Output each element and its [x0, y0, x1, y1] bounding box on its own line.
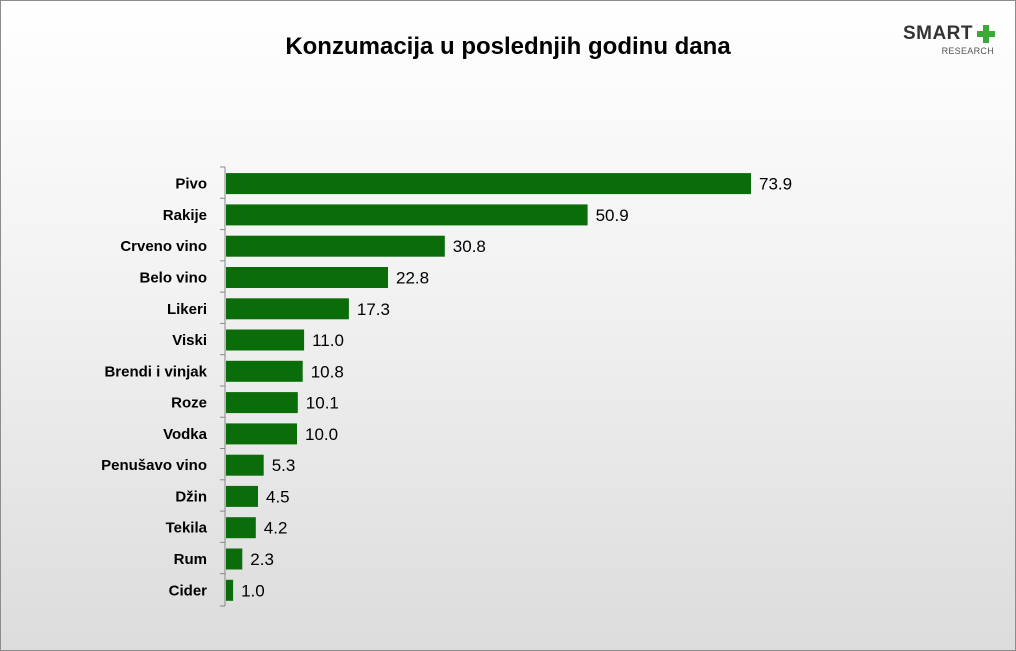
plus-icon: [977, 25, 995, 43]
category-label: Crveno vino: [120, 238, 207, 255]
bar: [226, 423, 297, 445]
bar: [226, 454, 264, 476]
logo-subtitle: RESEARCH: [941, 46, 994, 56]
bar: [226, 329, 305, 351]
data-label: 22.8: [396, 269, 429, 288]
bar: [226, 548, 243, 570]
category-label: Rakije: [163, 207, 207, 224]
category-label: Tekila: [166, 520, 208, 537]
bar: [226, 517, 256, 539]
bar: [226, 392, 298, 414]
data-label: 17.3: [357, 300, 390, 319]
bar: [226, 360, 303, 382]
bar: [226, 267, 388, 288]
category-label: Likeri: [167, 301, 207, 318]
data-label: 73.9: [759, 175, 792, 194]
data-label: 1.0: [241, 581, 265, 600]
category-label: Viski: [172, 332, 207, 349]
data-label: 10.0: [305, 425, 338, 444]
category-label: Brendi i vinjak: [104, 363, 207, 380]
bar: [226, 204, 588, 226]
bar: [226, 298, 349, 320]
bar: [226, 235, 445, 257]
data-label: 11.0: [312, 331, 344, 350]
bar: [226, 485, 258, 507]
data-label: 30.8: [453, 237, 486, 256]
category-label: Roze: [171, 395, 207, 412]
category-label: Cider: [169, 582, 208, 599]
bar: [226, 173, 751, 195]
bar: [226, 579, 234, 601]
data-label: 50.9: [596, 206, 629, 225]
data-label: 4.2: [264, 519, 288, 538]
chart-title: Konzumacija u poslednjih godinu dana: [285, 33, 731, 60]
category-label: Pivo: [175, 176, 207, 193]
category-label: Belo vino: [139, 270, 207, 287]
smart-research-logo: SMART RESEARCH: [899, 23, 995, 63]
data-label: 10.8: [311, 362, 344, 381]
data-label: 2.3: [250, 550, 274, 569]
category-label: Vodka: [163, 426, 208, 443]
data-label: 10.1: [306, 394, 339, 413]
category-label: Rum: [174, 551, 207, 568]
category-label: Džin: [175, 488, 207, 505]
data-label: 5.3: [272, 456, 296, 475]
category-label: Penušavo vino: [101, 457, 207, 474]
data-label: 4.5: [266, 487, 290, 506]
logo-word: SMART: [902, 23, 973, 44]
